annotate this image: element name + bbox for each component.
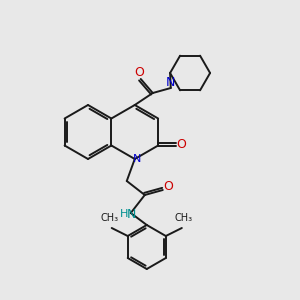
Text: CH₃: CH₃ <box>101 213 119 223</box>
Text: O: O <box>134 67 144 80</box>
Text: CH₃: CH₃ <box>175 213 193 223</box>
Text: N: N <box>127 208 136 220</box>
Text: O: O <box>176 138 186 151</box>
Text: N: N <box>166 76 176 89</box>
Text: H: H <box>120 209 128 219</box>
Text: N: N <box>133 154 141 164</box>
Text: O: O <box>163 181 173 194</box>
